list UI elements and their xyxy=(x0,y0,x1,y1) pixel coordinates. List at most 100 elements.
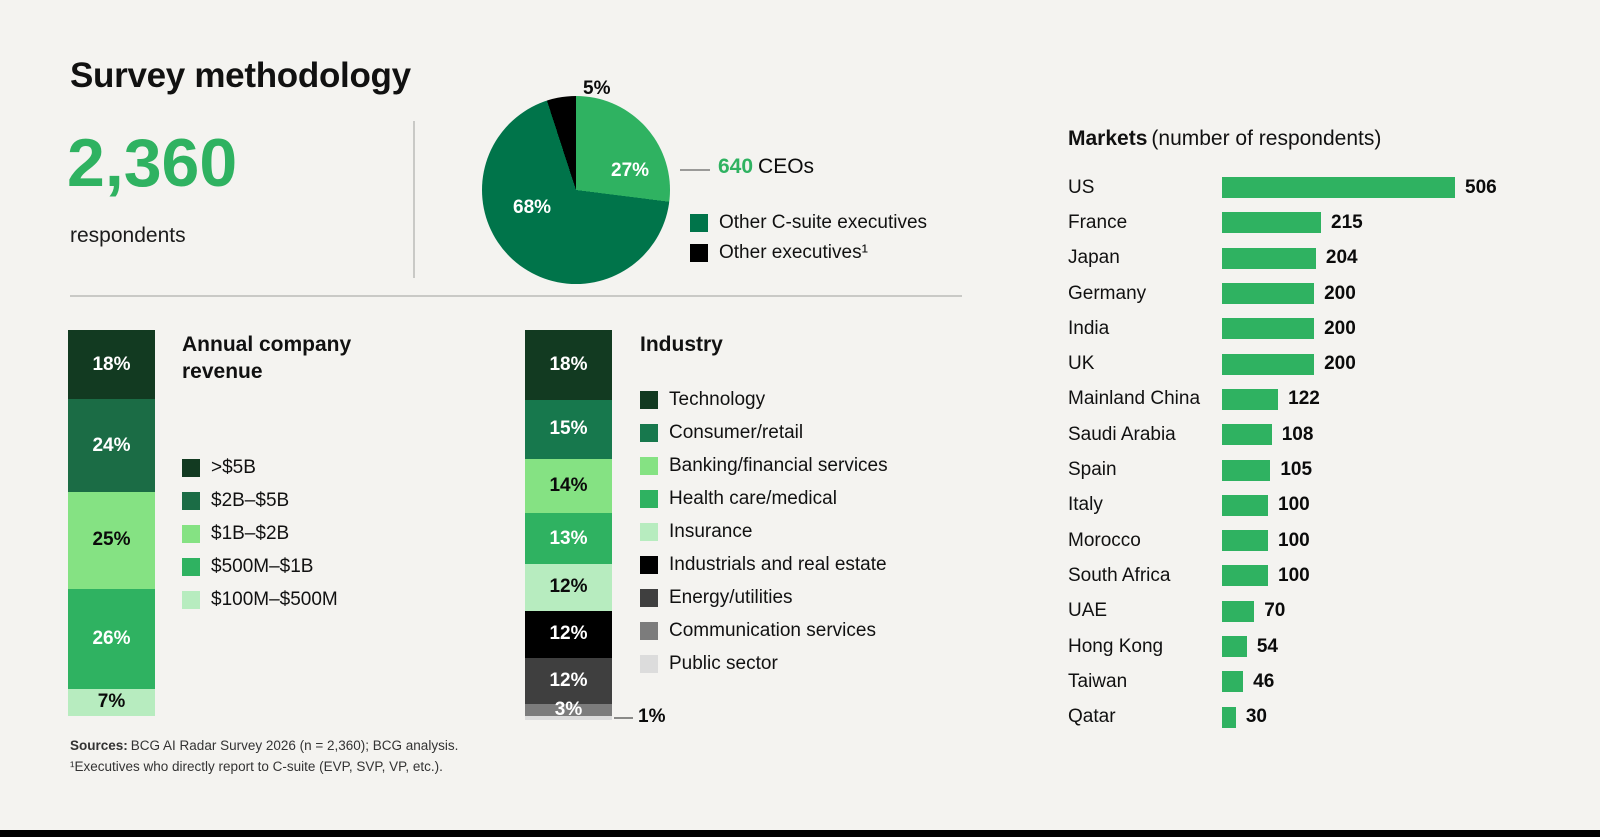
stack-segment-health-care-medical: 13% xyxy=(525,513,612,564)
market-row: Morocco 100 xyxy=(1068,523,1497,558)
legend-label: Public sector xyxy=(669,653,778,674)
market-label: Mainland China xyxy=(1068,388,1201,410)
legend-label: Other C-suite executives xyxy=(719,212,928,233)
market-row: India 200 xyxy=(1068,311,1497,346)
legend-item: Other executives¹ xyxy=(690,242,927,264)
stack-segment-communication-services: 3% xyxy=(525,699,612,720)
stack-segment--2b-5b: 24% xyxy=(68,399,155,493)
market-label: UK xyxy=(1068,353,1095,375)
legend-swatch xyxy=(640,490,658,508)
legend-label: Energy/utilities xyxy=(669,587,793,608)
vertical-divider xyxy=(413,121,415,278)
segment-pct-label: 7% xyxy=(97,691,126,713)
legend-item: $100M–$500M xyxy=(182,589,338,611)
legend-item: Insurance xyxy=(640,521,888,543)
legend-label: Other executives¹ xyxy=(719,242,868,263)
pie-label-ceos: 27% xyxy=(611,160,650,181)
market-row: Italy 100 xyxy=(1068,488,1497,523)
legend-swatch xyxy=(640,391,658,409)
pie-label-other-executives: 5% xyxy=(583,78,611,99)
footer: Sources: BCG AI Radar Survey 2026 (n = 2,… xyxy=(70,736,458,778)
market-bar xyxy=(1222,530,1269,552)
legend-swatch xyxy=(640,556,658,574)
market-row: South Africa 100 xyxy=(1068,558,1497,593)
market-value: 200 xyxy=(1324,282,1356,304)
respondents-label: respondents xyxy=(70,224,186,247)
market-value: 105 xyxy=(1280,459,1313,481)
legend-label: $500M–$1B xyxy=(211,556,314,577)
market-label: US xyxy=(1068,176,1095,198)
segment-pct-label: 26% xyxy=(92,627,131,649)
stack-segment-public-sector xyxy=(525,716,612,720)
market-value: 122 xyxy=(1288,388,1320,410)
market-value: 204 xyxy=(1325,247,1358,269)
market-label: Morocco xyxy=(1068,529,1141,551)
legend-swatch xyxy=(640,457,658,475)
pie-label-csuite: 68% xyxy=(513,197,552,218)
legend-swatch xyxy=(182,591,200,609)
stack-segment--1b-2b: 25% xyxy=(68,492,155,589)
market-bar xyxy=(1222,353,1315,375)
legend-label: $2B–$5B xyxy=(211,490,290,511)
ceo-count: 640 xyxy=(718,155,754,178)
legend-label: >$5B xyxy=(211,457,256,478)
legend-item: Health care/medical xyxy=(640,488,888,510)
footnote-line: ¹Executives who directly report to C-sui… xyxy=(70,758,443,774)
legend-swatch xyxy=(182,525,200,543)
industry-stacked-bar: 18% 15% 14% 13% 12% 12% 12% 3% xyxy=(525,330,612,720)
stack-segment-insurance: 12% xyxy=(525,564,612,611)
sources-label: Sources: xyxy=(70,738,128,753)
legend-item: Public sector xyxy=(640,653,888,675)
stack-segment-industrials-and-real-estate: 12% xyxy=(525,610,612,658)
legend-label: $100M–$500M xyxy=(211,589,338,610)
legend-label: Industrials and real estate xyxy=(669,554,887,575)
market-value: 108 xyxy=(1281,423,1314,445)
market-row: Spain 105 xyxy=(1068,452,1497,487)
market-value: 46 xyxy=(1253,670,1275,692)
legend-swatch xyxy=(640,523,658,541)
market-bar xyxy=(1222,671,1244,693)
market-bar xyxy=(1222,283,1315,305)
market-value: 100 xyxy=(1278,564,1310,586)
legend-swatch xyxy=(182,459,200,477)
pie-chart xyxy=(482,96,670,284)
legend-item: Industrials and real estate xyxy=(640,554,888,576)
markets-rows: US 506 France 215 Japan 204 Germany 200 India 200… xyxy=(1068,170,1497,735)
market-value: 54 xyxy=(1256,635,1278,657)
legend-item: $2B–$5B xyxy=(182,490,338,512)
stack-segment--500m-1b: 26% xyxy=(68,588,155,689)
legend-label: Consumer/retail xyxy=(669,422,804,443)
ceo-callout: 640 CEOs xyxy=(718,155,814,179)
legend-label: Technology xyxy=(669,389,766,410)
segment-pct-label: 25% xyxy=(92,529,131,551)
market-value: 506 xyxy=(1465,176,1497,198)
market-bar xyxy=(1222,318,1315,340)
segment-pct-label: 3% xyxy=(554,699,583,721)
market-value: 200 xyxy=(1324,317,1356,339)
market-label: Qatar xyxy=(1068,706,1116,728)
legend-item: Banking/financial services xyxy=(640,455,888,477)
market-bar xyxy=(1222,459,1271,481)
market-value: 200 xyxy=(1324,353,1356,375)
market-row: UAE 70 xyxy=(1068,594,1497,629)
market-bar xyxy=(1222,212,1321,234)
legend-swatch xyxy=(182,558,200,576)
revenue-stacked-bar: 18% 24% 25% 26% 7% xyxy=(68,330,155,716)
legend-label: Banking/financial services xyxy=(669,455,888,476)
legend-label: Communication services xyxy=(669,620,876,641)
legend-item: Energy/utilities xyxy=(640,587,888,609)
market-label: Germany xyxy=(1068,282,1147,304)
market-row: Saudi Arabia 108 xyxy=(1068,417,1497,452)
market-label: Japan xyxy=(1068,247,1120,269)
ceo-callout-line xyxy=(680,169,710,171)
market-label: Saudi Arabia xyxy=(1068,423,1176,445)
bottom-black-bar xyxy=(0,830,1600,837)
legend-item: >$5B xyxy=(182,457,338,479)
stack-segment--100m-500m: 7% xyxy=(68,688,155,716)
legend-swatch xyxy=(690,244,708,262)
markets-title: Markets (number of respondents) xyxy=(1068,127,1381,151)
public-sector-callout-line xyxy=(614,717,633,719)
segment-pct-label: 12% xyxy=(549,669,588,691)
market-label: Taiwan xyxy=(1068,670,1128,692)
